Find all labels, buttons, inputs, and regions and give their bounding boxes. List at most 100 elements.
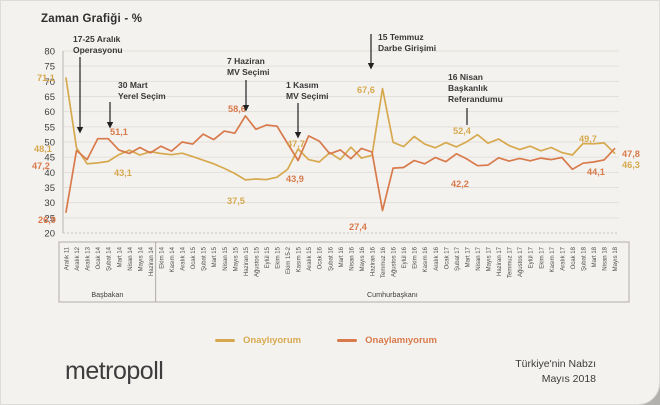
x-axis-tick-label: Ağustos 15 <box>254 246 260 277</box>
data-label: 71,1 <box>37 73 55 83</box>
data-label: 48,1 <box>34 144 52 154</box>
annotation-text: 1 Kasım <box>286 80 319 90</box>
x-axis-tick-label: Nisan 18 <box>603 246 609 270</box>
y-axis-tick-label: 60 <box>44 107 55 118</box>
legend-label-onayliyorum: Onaylıyorum <box>243 335 302 346</box>
x-axis-tick-label: Kasım 17 <box>550 246 556 272</box>
series-line-onayliyorum <box>65 77 616 181</box>
legend-swatch-onaylamiyorum-icon <box>337 339 358 342</box>
x-axis-tick-label: Temmuz 16 <box>381 246 387 278</box>
x-axis-tick-label: Aralık 16 <box>434 246 440 270</box>
annotation-text: 16 Nisan <box>448 72 483 82</box>
segment-label-basbakan: Başbakan <box>91 290 123 299</box>
x-axis-tick-label: Mayıs 18 <box>613 246 619 271</box>
legend-item-onayliyorum: Onaylıyorum <box>215 335 301 346</box>
x-axis-tick-label: Ağustos 17 <box>518 246 524 277</box>
x-axis-tick-label: Şubat 18 <box>581 246 587 271</box>
legend-item-onaylamiyorum: Onaylamıyorum <box>337 335 437 346</box>
annotation-text: 30 Mart <box>118 80 148 90</box>
annotation-text: Yerel Seçim <box>118 91 166 101</box>
x-axis-tick-label: Aralık 11 <box>65 246 71 270</box>
y-axis-tick-label: 75 <box>44 62 55 73</box>
x-axis-tick-label: Mart 14 <box>117 246 123 267</box>
y-axis-tick-label: 30 <box>44 198 55 209</box>
x-axis-tick-label: Nisan 16 <box>349 246 355 270</box>
x-axis-tick-label: Kasım 16 <box>423 246 429 272</box>
x-axis-label-box <box>58 241 630 303</box>
x-axis-tick-label: Nisan 17 <box>476 246 482 270</box>
x-axis-tick-label: Nisan 15 <box>223 246 229 270</box>
legend-swatch-onayliyorum-icon <box>215 339 236 342</box>
x-axis-tick-label: Mayıs 15 <box>233 246 239 271</box>
legend-label-onaylamiyorum: Onaylamıyorum <box>365 335 437 346</box>
data-label: 52,4 <box>453 126 472 136</box>
x-axis-tick-label: Ekim 17 <box>539 246 545 268</box>
x-axis-tick-label: Nisan 14 <box>128 246 134 270</box>
annotation-arrowhead-icon <box>242 105 250 112</box>
footer-note-line1: Türkiye'nin Nabzı <box>515 358 596 370</box>
x-axis-tick-label: Ocak 16 <box>318 246 324 269</box>
segment-label-cumhurbaskani: Cumhurbaşkanı <box>367 290 418 299</box>
annotation-text: 17-25 Aralık <box>73 34 121 44</box>
x-axis-tick-label: Aralık 17 <box>560 246 566 270</box>
data-label: 51,1 <box>110 127 128 137</box>
x-axis-tick-label: Haziran 14 <box>149 246 155 276</box>
data-label: 44,1 <box>587 167 605 177</box>
x-axis-tick-label: Ocak 14 <box>96 246 102 269</box>
x-axis-tick-label: Eylül 15 <box>265 246 271 268</box>
data-label: 43,9 <box>286 174 304 184</box>
data-label: 46,3 <box>622 160 640 170</box>
data-label: 47,8 <box>622 149 640 159</box>
x-axis-tick-label: Haziran 15 <box>244 246 250 276</box>
x-axis-tick-label: Şubat 17 <box>455 246 461 271</box>
y-axis-tick-label: 20 <box>44 229 55 240</box>
y-axis-tick-label: 45 <box>44 153 55 164</box>
annotation-text: 7 Haziran <box>227 56 265 66</box>
annotation-arrowhead-icon <box>76 127 84 134</box>
y-axis-tick-label: 50 <box>44 138 55 149</box>
x-axis-tick-label: Şubat 14 <box>107 246 113 271</box>
x-axis-tick-label: Mart 17 <box>465 246 471 267</box>
x-axis-tick-label: Mart 16 <box>339 246 345 267</box>
annotation-arrowhead-icon <box>106 122 114 129</box>
x-axis-tick-label: Aralık 15 <box>307 246 313 270</box>
y-axis-tick-label: 40 <box>44 168 55 179</box>
x-axis-tick-label: Aralık 12 <box>75 246 81 270</box>
x-axis-tick-label: Ekim 15-2 <box>286 246 292 274</box>
annotation-text: MV Seçimi <box>286 91 329 101</box>
x-axis-tick-label: Kasım 15 <box>297 246 303 272</box>
data-label: 27,4 <box>349 222 368 232</box>
metropoll-logo: metropoll <box>65 357 164 385</box>
chart-legend: Onaylıyorum Onaylamıyorum <box>161 335 491 346</box>
data-label: 58,6 <box>228 104 246 114</box>
y-axis-tick-label: 35 <box>44 183 55 194</box>
x-axis-tick-label: Eylül 16 <box>402 246 408 268</box>
data-label: 47,2 <box>32 161 50 171</box>
x-axis-tick-label: Aralık 13 <box>86 246 92 270</box>
y-axis-tick-label: 55 <box>44 122 55 133</box>
annotation-text: Başkanlık <box>448 83 488 93</box>
annotation-text: Referandumu <box>448 94 503 104</box>
y-axis-tick-label: 65 <box>44 92 55 103</box>
x-axis-tick-label: Mart 18 <box>592 246 598 267</box>
y-axis-tick-label: 80 <box>44 47 55 58</box>
annotation-text: MV Seçimi <box>227 67 270 77</box>
data-label: 37,5 <box>227 196 245 206</box>
x-axis-tick-label: Mayıs 14 <box>138 246 144 271</box>
x-axis-tick-label: Ocak 15 <box>191 246 197 269</box>
data-label: 43,1 <box>114 168 132 178</box>
x-axis-tick-label: Haziran 16 <box>370 246 376 276</box>
x-axis-tick-label: Şubat 16 <box>328 246 334 271</box>
data-label: 67,6 <box>357 85 375 95</box>
x-axis-tick-label: Haziran 17 <box>497 246 503 276</box>
data-label: 26,9 <box>38 215 56 225</box>
x-axis-tick-label: Ağustos 16 <box>392 246 398 277</box>
x-axis-tick-label: Şubat 15 <box>202 246 208 271</box>
annotation-arrowhead-icon <box>294 132 302 139</box>
x-axis-tick-label: Ekim 16 <box>413 246 419 268</box>
x-axis-tick-label: Mayıs 16 <box>360 246 366 271</box>
x-axis-tick-label: Mayıs 17 <box>487 246 493 271</box>
